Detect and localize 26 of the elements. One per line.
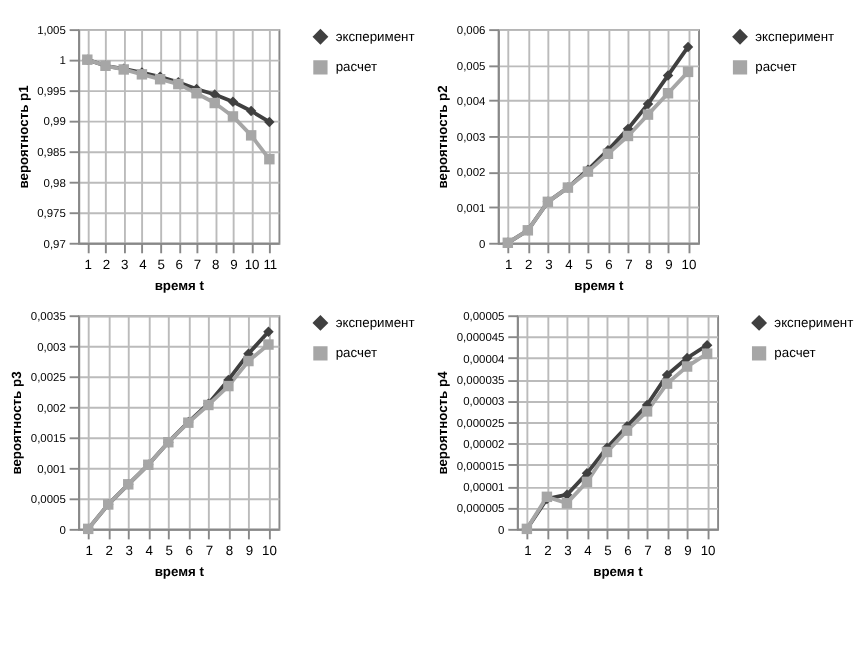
point [561, 498, 573, 509]
point [661, 378, 673, 389]
point [681, 361, 693, 372]
point [601, 446, 613, 458]
point [264, 116, 275, 128]
point [622, 130, 634, 142]
point [662, 88, 674, 99]
point [263, 339, 274, 350]
point [682, 41, 694, 53]
point [223, 380, 234, 392]
point [662, 70, 674, 81]
point [245, 105, 257, 117]
point [641, 406, 653, 417]
point [227, 111, 239, 122]
point [191, 88, 202, 99]
point [682, 66, 694, 78]
point [245, 130, 257, 141]
point [581, 476, 593, 488]
point [642, 98, 654, 110]
point [264, 153, 275, 165]
point [701, 348, 713, 359]
point [263, 326, 274, 337]
point [243, 355, 254, 367]
point [642, 109, 654, 120]
point [209, 97, 220, 109]
point [227, 96, 239, 108]
